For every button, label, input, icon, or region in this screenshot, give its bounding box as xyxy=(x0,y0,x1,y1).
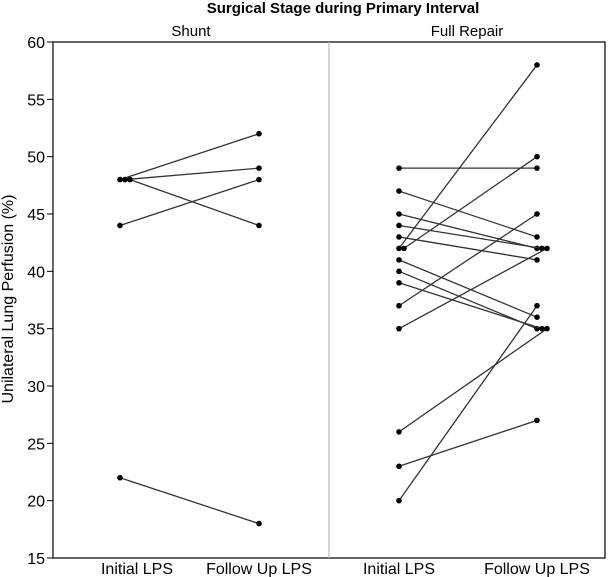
x-tick-label-shunt-follow-up: Follow Up LPS xyxy=(206,561,312,577)
initial-point xyxy=(396,497,402,504)
follow-up-point xyxy=(534,234,540,240)
follow-up-point xyxy=(256,222,262,229)
initial-point xyxy=(396,211,402,217)
x-tick-label-full-repair-initial: Initial LPS xyxy=(363,561,435,577)
initial-point xyxy=(396,188,402,194)
x-tick-label-shunt-initial: Initial LPS xyxy=(101,561,173,577)
facet-label-full-repair: Full Repair xyxy=(431,23,504,40)
initial-point xyxy=(396,245,402,252)
series-line xyxy=(398,236,538,261)
follow-up-point xyxy=(544,245,550,252)
y-tick-label: 25 xyxy=(27,436,45,453)
initial-point xyxy=(396,222,402,229)
follow-up-point xyxy=(534,153,540,160)
y-tick-label: 60 xyxy=(27,35,45,52)
y-axis-label: Unilateral Lung Perfusion (%) xyxy=(0,195,17,404)
initial-point xyxy=(396,234,402,240)
follow-up-point xyxy=(256,520,262,527)
initial-point xyxy=(127,176,133,183)
follow-up-point xyxy=(534,62,540,68)
follow-up-point xyxy=(534,417,540,424)
series-line xyxy=(129,178,260,227)
initial-point xyxy=(396,463,402,470)
follow-up-point xyxy=(534,257,540,263)
series-line xyxy=(398,328,548,433)
chart-title: Surgical Stage during Primary Interval xyxy=(207,0,480,17)
follow-up-point xyxy=(534,314,540,321)
follow-up-point xyxy=(544,325,550,332)
series-line xyxy=(398,224,543,250)
series-group xyxy=(117,62,550,527)
y-tick-label: 15 xyxy=(27,551,45,568)
follow-up-point xyxy=(256,130,262,137)
initial-point xyxy=(396,257,402,263)
series-line xyxy=(119,477,260,525)
follow-up-point xyxy=(534,211,540,217)
initial-point xyxy=(117,222,123,229)
series-line xyxy=(398,213,538,250)
series-line xyxy=(398,247,548,330)
series-line xyxy=(398,259,538,318)
follow-up-point xyxy=(256,165,262,171)
initial-point xyxy=(396,165,402,171)
initial-point xyxy=(396,302,402,309)
facet-label-shunt: Shunt xyxy=(171,23,211,40)
series-line xyxy=(398,64,538,249)
series-line xyxy=(398,419,538,467)
initial-point xyxy=(396,325,402,332)
y-axis: 15 20 25 30 35 40 45 50 55 60 xyxy=(27,35,53,568)
series-line xyxy=(398,213,538,307)
series-line xyxy=(398,305,538,502)
initial-point xyxy=(122,176,128,183)
y-tick-label: 35 xyxy=(27,322,45,339)
series-line xyxy=(403,156,538,249)
follow-up-point xyxy=(534,302,540,309)
y-tick-label: 40 xyxy=(27,264,45,281)
initial-point xyxy=(396,268,402,275)
initial-point xyxy=(396,429,402,435)
y-tick-label: 30 xyxy=(27,379,45,396)
initial-point xyxy=(396,280,402,286)
y-tick-label: 20 xyxy=(27,494,45,511)
y-tick-label: 45 xyxy=(27,207,45,224)
initial-point xyxy=(401,245,407,252)
initial-point xyxy=(117,474,123,481)
y-tick-label: 55 xyxy=(27,92,45,109)
series-line xyxy=(119,178,260,227)
y-tick-label: 50 xyxy=(27,150,45,167)
series-line xyxy=(119,133,260,181)
series-line xyxy=(398,190,538,238)
follow-up-point xyxy=(539,325,545,332)
x-tick-label-full-repair-follow-up: Follow Up LPS xyxy=(484,561,590,577)
initial-point xyxy=(117,176,123,183)
series-line xyxy=(124,167,260,181)
follow-up-point xyxy=(256,176,262,183)
follow-up-point xyxy=(534,165,540,171)
